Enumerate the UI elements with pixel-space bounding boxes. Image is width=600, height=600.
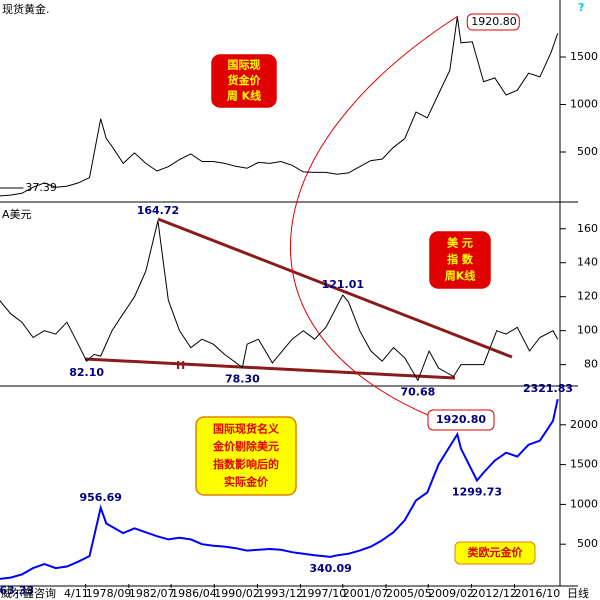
note-text: 周K线 xyxy=(445,268,476,282)
note-box xyxy=(429,231,491,289)
y-tick-label: 120 xyxy=(577,290,598,303)
y-tick-label: 160 xyxy=(577,222,598,235)
support-label: H xyxy=(176,359,185,372)
value-label: 70.68 xyxy=(400,385,435,398)
value-label: 78.30 xyxy=(225,373,260,386)
value-label: 63.33 xyxy=(0,584,34,597)
x-tick-label: 2012/12 xyxy=(471,587,517,600)
tag-text: 类欧元金价 xyxy=(468,545,524,559)
support-line xyxy=(84,357,456,380)
x-tick-label: 1978/09 xyxy=(86,587,132,600)
y-tick-label: 1000 xyxy=(570,497,598,510)
value-label: 340.09 xyxy=(309,562,351,575)
connector-curve xyxy=(290,15,459,417)
x-tick-label: 1982/07 xyxy=(129,587,175,600)
note-text: 美 元 xyxy=(447,236,473,250)
y-tick-label: 500 xyxy=(577,537,598,550)
note-text: 国际现 xyxy=(228,58,261,72)
x-start-label: 4/11 xyxy=(64,587,89,600)
y-tick-label: 1500 xyxy=(570,50,598,63)
y-tick-label: 500 xyxy=(577,145,598,158)
tag-box xyxy=(454,541,536,565)
x-tick-label: 1990/02 xyxy=(214,587,260,600)
y-tick-label: 2000 xyxy=(570,418,598,431)
note-text: 周 K线 xyxy=(227,88,261,102)
note-text: 指数影响后的 xyxy=(213,457,279,471)
x-tick-label: 1986/04 xyxy=(171,587,217,600)
label-box xyxy=(466,13,520,31)
x-tick-label: 2016/10 xyxy=(515,587,561,600)
resistance-line xyxy=(157,217,513,359)
x-tick-label: 1997/10 xyxy=(301,587,347,600)
price-line xyxy=(0,220,559,382)
price-line xyxy=(0,398,559,580)
value-label: 1920.80 xyxy=(471,15,517,28)
help-icon[interactable]: ? xyxy=(578,1,584,14)
x-tick-label: 2005/05 xyxy=(386,587,432,600)
note-text: 指 数 xyxy=(447,252,474,266)
value-label: 82.10 xyxy=(69,366,104,379)
panel-title: 现货黄金. xyxy=(2,2,50,16)
price-line xyxy=(0,16,559,197)
x-tick-label: 2001/07 xyxy=(343,587,389,600)
y-tick-label: 100 xyxy=(577,324,598,337)
peak-note: 1920.80 xyxy=(436,413,486,426)
x-tick-label: 2009/02 xyxy=(428,587,474,600)
peak-note-box xyxy=(427,409,495,431)
y-tick-label: 140 xyxy=(577,256,598,269)
note-text: 实际金价 xyxy=(224,475,269,489)
source-label: 威尔鑫咨询 xyxy=(1,586,56,600)
value-label: 1299.73 xyxy=(452,486,502,499)
panel-title: A美元 xyxy=(2,208,32,221)
note-text: 金价剔除美元 xyxy=(212,439,279,453)
note-text: 货金价 xyxy=(227,73,262,87)
value-label: 37.39 xyxy=(25,181,57,194)
x-tick-label: 1993/12 xyxy=(257,587,303,600)
y-tick-label: 1000 xyxy=(570,98,598,111)
y-tick-label: 80 xyxy=(584,358,598,371)
value-label: 956.69 xyxy=(79,491,121,504)
value-label: 2321.83 xyxy=(523,382,573,395)
value-label: 121.01 xyxy=(322,278,364,291)
period-label: 日线 xyxy=(567,586,589,600)
value-label: 164.72 xyxy=(137,204,179,217)
note-box xyxy=(195,416,297,496)
note-box xyxy=(211,54,277,108)
y-tick-label: 1500 xyxy=(570,458,598,471)
note-text: 国际现货名义 xyxy=(213,421,280,435)
